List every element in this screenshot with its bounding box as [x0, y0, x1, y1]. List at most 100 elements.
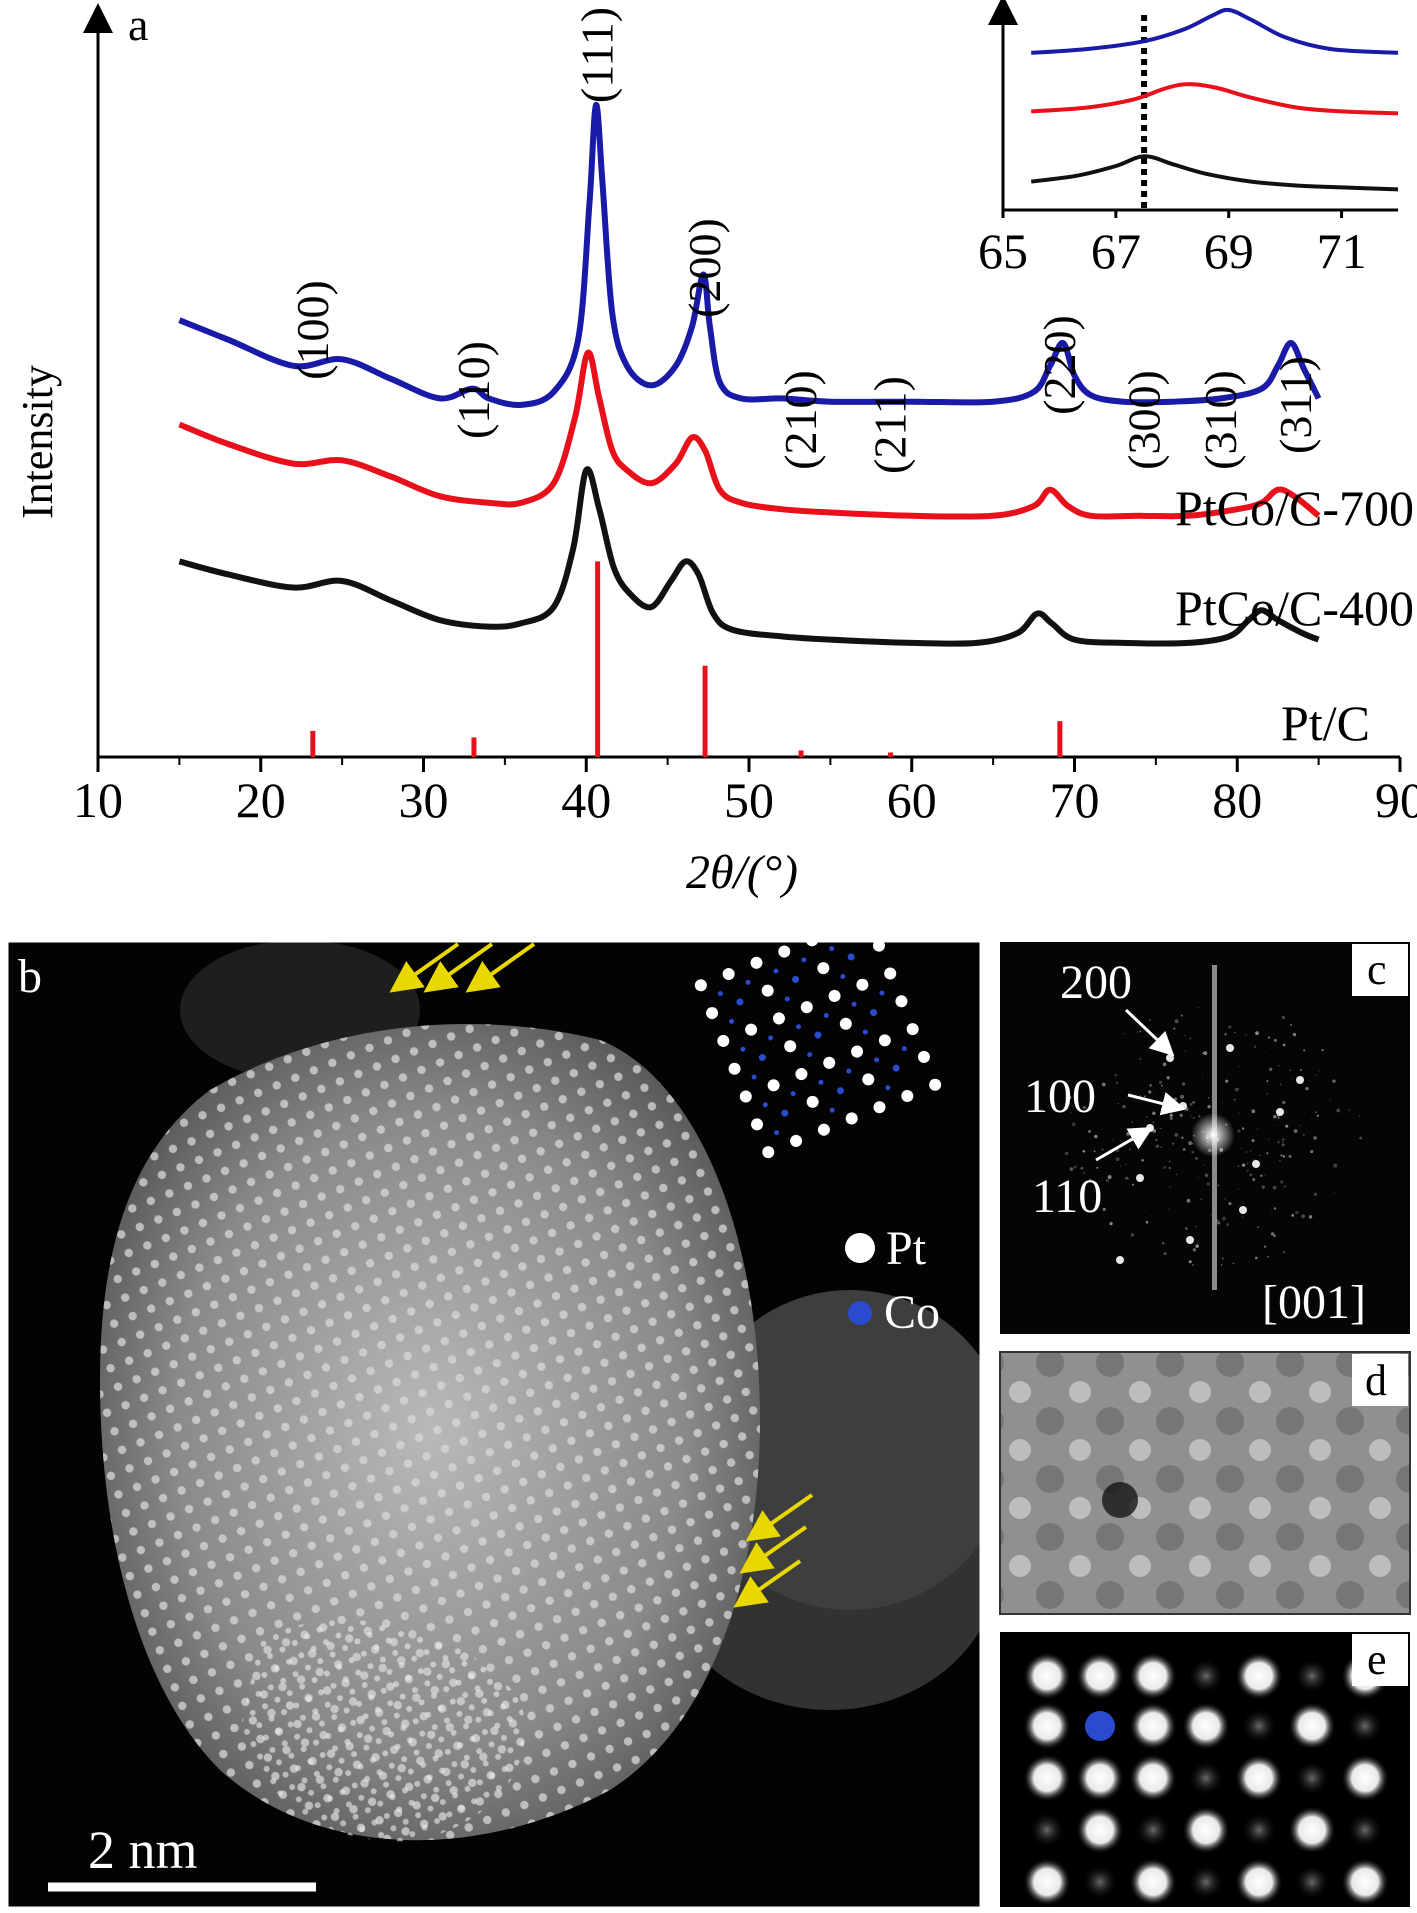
simulated-atom [1029, 1812, 1065, 1848]
x-tick-label: 40 [561, 772, 611, 828]
co-atom [814, 1031, 822, 1039]
series-label: PtCo/C-700 [1175, 480, 1414, 536]
pt-atom [895, 995, 908, 1008]
simulated-atom [1347, 1812, 1383, 1848]
pt-atom [872, 942, 885, 952]
panel-d-image [1000, 1352, 1410, 1614]
simulated-lattice [1023, 1652, 1389, 1906]
simulated-atom [1135, 1812, 1171, 1848]
peak-label: (310) [1195, 370, 1246, 470]
x-tick-label: 90 [1375, 772, 1417, 828]
yellow-arrows [389, 942, 814, 1608]
inset-tick-label: 65 [978, 223, 1028, 279]
zone-axis-label: [001] [1262, 1276, 1366, 1329]
inset-series-line [1030, 154, 1399, 192]
co-legend-marker [848, 1301, 872, 1325]
series-line [178, 349, 1321, 520]
peak-label: (210) [775, 370, 826, 470]
inset-tick-labels: 65 67 69 71 [978, 210, 1367, 279]
co-atom-marker [1085, 1711, 1115, 1741]
panel-b-haadf-image: Pt Co 2 nm b [8, 910, 980, 1907]
arrow-icon [1127, 1091, 1186, 1116]
fft-spot [1296, 1076, 1304, 1084]
x-tick-label: 30 [399, 772, 449, 828]
arrow-icon [1124, 1008, 1175, 1057]
fft-spot [1179, 1102, 1187, 1110]
pt-atom [860, 910, 876, 926]
pt-atom [795, 1068, 808, 1081]
panel-e-label: e [1367, 1635, 1387, 1684]
simulated-atom [1188, 1658, 1224, 1694]
arrow-icon [423, 942, 494, 993]
peak-label: (100) [287, 280, 338, 380]
simulated-atom [1023, 1754, 1071, 1802]
simulated-atom [1076, 1806, 1124, 1854]
simulated-atom [1294, 1658, 1330, 1694]
inset-tick-label: 69 [1204, 223, 1254, 279]
atomic-model-inset [694, 910, 942, 1159]
pt-atom [784, 1040, 797, 1053]
pt-atom [929, 1078, 942, 1091]
series-line [178, 101, 1322, 409]
pt-atom [828, 989, 841, 1002]
atomic-lattice [100, 1024, 760, 1841]
co-legend-label: Co [884, 1286, 940, 1339]
pt-atom [832, 921, 848, 937]
pt-legend-label: Pt [886, 1222, 927, 1275]
pt-atom [717, 1034, 730, 1047]
simulated-atom [1341, 1754, 1389, 1802]
fft-spot [1116, 1256, 1124, 1264]
fft-spot [1136, 1174, 1144, 1182]
pt-atom [739, 1090, 752, 1103]
x-tick-label: 20 [236, 772, 286, 828]
spot-100-label: 100 [1024, 1070, 1096, 1123]
pt-atom [806, 942, 819, 947]
fft-spot [1252, 1160, 1260, 1168]
simulated-atom [1129, 1858, 1177, 1906]
simulated-atom [1235, 1652, 1283, 1700]
peak-labels: (100) (110) (111) (200) (210) (211) (220) (300)… [287, 7, 1321, 474]
pt-atom [917, 1050, 930, 1063]
co-atom [792, 975, 800, 983]
pt-atom [806, 1095, 819, 1108]
panel-b-label: b [18, 950, 42, 1003]
simulated-atom [1288, 1806, 1336, 1854]
pt-atom [845, 1112, 858, 1125]
fft-center-spot [1191, 1113, 1235, 1157]
simulated-atom [1082, 1864, 1118, 1900]
pt-atom [878, 1034, 891, 1047]
x-axis-ticks [96, 757, 1402, 772]
pt-atom [856, 978, 869, 991]
pt-atom [772, 1012, 785, 1025]
simulated-atom [1347, 1708, 1383, 1744]
peak-label: (111) [572, 7, 623, 103]
pt-atom [751, 1118, 764, 1131]
pt-atom [761, 984, 774, 997]
pt-legend-marker [845, 1233, 875, 1263]
simulated-atom [1294, 1864, 1330, 1900]
inset-series [1030, 7, 1399, 192]
pt-atom [839, 1017, 852, 1030]
x-tick-label: 50 [724, 772, 774, 828]
simulated-atom [1294, 1760, 1330, 1796]
fft-spot [1226, 1044, 1234, 1052]
inset-tick-label: 67 [1091, 223, 1141, 279]
pt-atom [906, 1023, 919, 1036]
simulated-atom [1182, 1806, 1230, 1854]
simulated-atom [1241, 1812, 1277, 1848]
pt-atom [873, 1101, 886, 1114]
pt-atom [884, 967, 897, 980]
panel-c-label: c [1367, 945, 1387, 994]
panel-a-label: a [128, 0, 148, 50]
inset-tick-label: 71 [1317, 223, 1367, 279]
fft-spot [1239, 1206, 1247, 1214]
x-tick-label: 60 [887, 772, 937, 828]
co-atom [836, 1087, 844, 1095]
panel-e-simulated-image: e [1000, 1632, 1410, 1907]
pt-atom [778, 945, 791, 958]
simulated-atom [1023, 1702, 1071, 1750]
series-line [178, 466, 1320, 647]
peak-label: (110) [448, 341, 499, 439]
pt-atom [728, 1062, 741, 1075]
panel-c-fft-pattern: 200 100 110 [001] c [1000, 942, 1410, 1334]
